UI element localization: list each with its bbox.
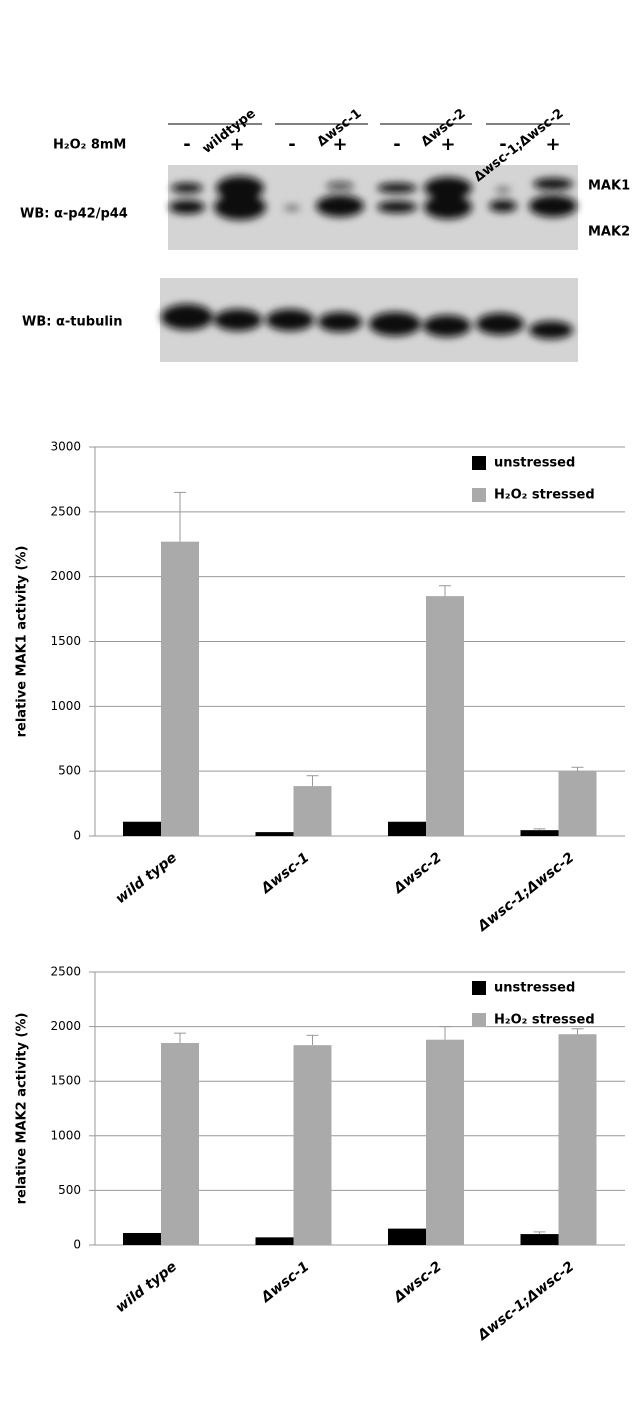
x-tick-label: Δwsc-1;Δwsc-2 (474, 850, 577, 936)
bar (123, 1233, 161, 1245)
treatment: + (229, 134, 244, 155)
y-tick-label: 500 (58, 1183, 81, 1197)
bar (426, 596, 464, 836)
x-tick-label: wild type (113, 1259, 180, 1316)
bar (559, 771, 597, 836)
bar (256, 832, 294, 836)
x-tick-label: wild type (113, 850, 180, 907)
y-tick-label: 2000 (50, 1019, 81, 1033)
treatment: - (393, 134, 400, 155)
x-tick-label: Δwsc-1;Δwsc-2 (474, 1259, 577, 1345)
bar (294, 786, 332, 836)
bar (388, 822, 426, 836)
band-label: MAK2 (588, 225, 630, 240)
x-tick-label: Δwsc-2 (390, 850, 445, 898)
y-tick-label: 0 (73, 829, 81, 843)
bar (426, 1040, 464, 1245)
y-tick-label: 0 (73, 1238, 81, 1252)
bar (559, 1034, 597, 1245)
y-tick-label: 500 (58, 764, 81, 778)
treatment: + (332, 134, 347, 155)
y-tick-label: 1000 (50, 699, 81, 713)
x-tick-label: Δwsc-2 (390, 1259, 445, 1307)
bar (521, 1234, 559, 1245)
treatment: + (545, 134, 560, 155)
legend-label: unstressed (494, 981, 575, 996)
y-axis-label: relative MAK1 activity (%) (15, 546, 30, 738)
treatment: - (183, 134, 190, 155)
treatment: + (440, 134, 455, 155)
legend-label: H₂O₂ stressed (494, 488, 595, 503)
treatment: - (499, 134, 506, 155)
y-tick-label: 2500 (50, 965, 81, 979)
legend-swatch (472, 488, 486, 502)
blot-images (160, 165, 578, 362)
treatment-label: H₂O₂ 8mM (53, 138, 126, 153)
legend-swatch (472, 981, 486, 995)
bar (123, 822, 161, 836)
bar (256, 1237, 294, 1245)
bar (294, 1045, 332, 1245)
bar (161, 542, 199, 836)
figure: H₂O₂ 8mM WB: α-p42/p44 WB: α-tubulin MAK… (0, 0, 638, 1414)
legend-label: unstressed (494, 456, 575, 471)
y-tick-label: 3000 (50, 440, 81, 454)
treatment: - (288, 134, 295, 155)
bar (161, 1043, 199, 1245)
legend-swatch (472, 1013, 486, 1027)
legend-label: H₂O₂ stressed (494, 1013, 595, 1028)
blot-label: WB: α-p42/p44 (20, 207, 128, 222)
blot-label: WB: α-tubulin (22, 315, 123, 330)
y-tick-label: 2500 (50, 504, 81, 518)
y-axis-label: relative MAK2 activity (%) (15, 1013, 30, 1205)
legend-swatch (472, 456, 486, 470)
y-tick-label: 1500 (50, 634, 81, 648)
band-label: MAK1 (588, 179, 630, 194)
x-tick-label: Δwsc-1 (258, 850, 313, 898)
y-tick-label: 1000 (50, 1128, 81, 1142)
y-tick-label: 1500 (50, 1074, 81, 1088)
y-tick-label: 2000 (50, 569, 81, 583)
bar (521, 830, 559, 836)
x-tick-label: Δwsc-1 (258, 1259, 313, 1307)
bar (388, 1229, 426, 1245)
